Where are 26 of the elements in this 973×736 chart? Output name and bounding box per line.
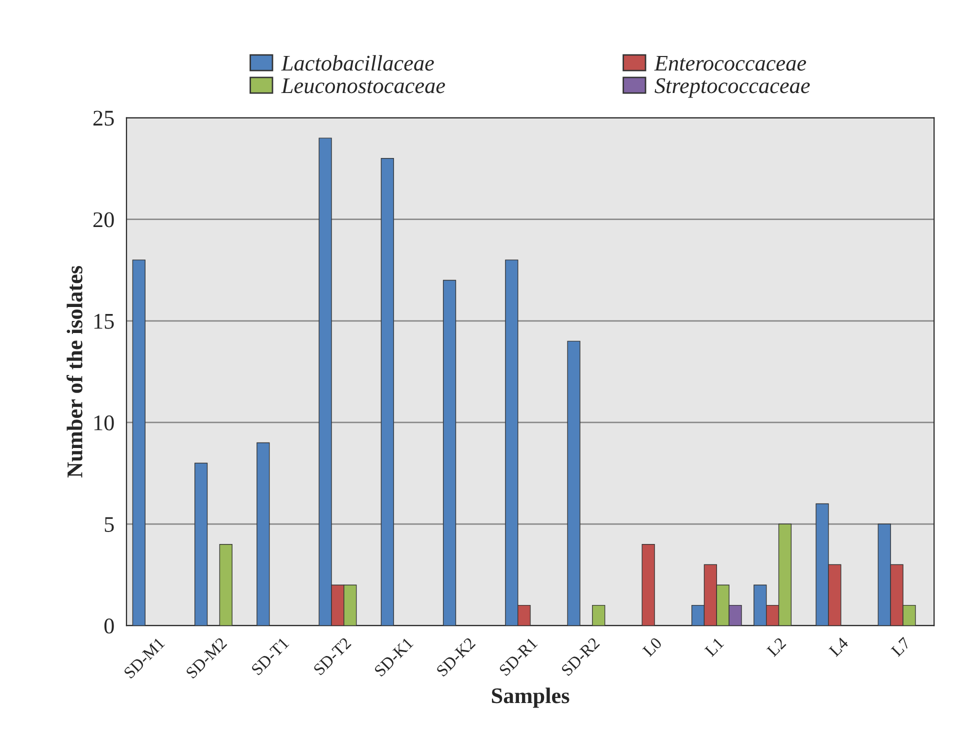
bar xyxy=(642,544,655,626)
y-tick-label: 20 xyxy=(93,212,114,228)
legend-label: Lactobacillaceae xyxy=(281,55,434,71)
legend-label: Enterococcaceae xyxy=(654,56,806,71)
x-axis-title: Samples xyxy=(492,688,570,708)
y-tick-label: 25 xyxy=(93,110,114,126)
bar xyxy=(256,442,270,626)
bar xyxy=(592,604,606,626)
legend-label: Streptococcaceae xyxy=(654,78,810,98)
y-axis-title: Number of the isolates xyxy=(66,266,82,478)
bar xyxy=(442,280,456,626)
x-tick-label: L2 xyxy=(766,637,786,657)
legend-label: Leuconostocaceae xyxy=(281,78,446,94)
bar xyxy=(567,340,580,626)
y-tick-label: 15 xyxy=(94,314,114,329)
x-tick-label: L7 xyxy=(890,636,911,657)
bar xyxy=(219,544,232,626)
bar xyxy=(132,260,146,626)
x-tick-label: L4 xyxy=(828,636,849,657)
x-tick-label: L1 xyxy=(704,637,724,657)
bar xyxy=(194,462,208,626)
y-tick-label: 5 xyxy=(104,517,114,532)
x-tick-label: L0 xyxy=(642,636,662,658)
y-tick-label: 0 xyxy=(104,618,114,634)
y-tick-label: 10 xyxy=(94,415,114,430)
bar xyxy=(380,158,394,626)
